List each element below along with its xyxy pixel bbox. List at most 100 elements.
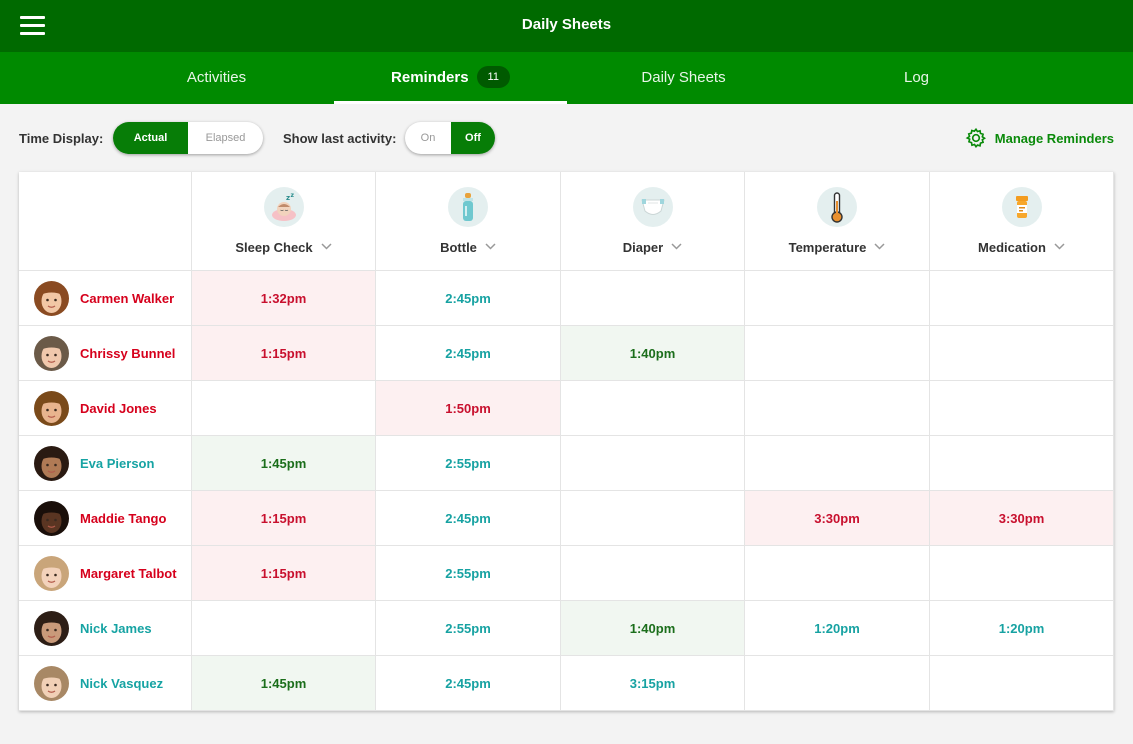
- reminder-cell-bottle[interactable]: 2:55pm: [376, 436, 561, 491]
- reminder-cell-diaper[interactable]: [561, 381, 745, 436]
- column-header-label: Medication: [930, 240, 1113, 255]
- last-activity-on-option[interactable]: On: [420, 132, 436, 144]
- last-activity-off-option[interactable]: Off: [451, 122, 495, 154]
- column-header-label: Bottle: [376, 240, 560, 255]
- child-name[interactable]: David Jones: [80, 401, 157, 416]
- chevron-down-icon[interactable]: [671, 243, 682, 250]
- reminder-cell-sleep-check[interactable]: 1:15pm: [192, 326, 376, 381]
- last-activity-label: Show last activity:: [283, 131, 397, 146]
- reminder-cell-bottle[interactable]: 2:45pm: [376, 491, 561, 546]
- svg-text:z: z: [286, 194, 290, 202]
- reminder-cell-bottle[interactable]: 2:45pm: [376, 326, 561, 381]
- reminder-cell-medication[interactable]: 3:30pm: [930, 491, 1114, 546]
- bottle-icon: [448, 187, 488, 227]
- reminder-cell-diaper[interactable]: 1:40pm: [561, 601, 745, 656]
- tab-daily-sheets[interactable]: Daily Sheets: [567, 52, 800, 104]
- tab-log[interactable]: Log: [800, 52, 1033, 104]
- reminder-cell-medication[interactable]: [930, 381, 1114, 436]
- reminder-cell-temperature[interactable]: 1:20pm: [745, 601, 930, 656]
- manage-reminders-button[interactable]: Manage Reminders: [965, 126, 1114, 150]
- reminder-cell-temperature[interactable]: 3:30pm: [745, 491, 930, 546]
- avatar[interactable]: [34, 391, 69, 426]
- menu-icon[interactable]: [20, 16, 45, 35]
- column-header-label: Diaper: [561, 240, 744, 255]
- reminder-cell-medication[interactable]: 1:20pm: [930, 601, 1114, 656]
- column-header-diaper[interactable]: Diaper: [561, 172, 745, 271]
- tab-label: Log: [903, 69, 930, 86]
- reminder-cell-sleep-check[interactable]: [192, 601, 376, 656]
- avatar[interactable]: [34, 336, 69, 371]
- child-row: Maddie Tango: [19, 491, 192, 546]
- child-name[interactable]: Chrissy Bunnel: [80, 346, 176, 361]
- avatar[interactable]: [34, 666, 69, 701]
- reminder-cell-diaper[interactable]: [561, 271, 745, 326]
- reminder-cell-sleep-check[interactable]: 1:15pm: [192, 491, 376, 546]
- chevron-down-icon[interactable]: [1054, 243, 1065, 250]
- column-label-text: Diaper: [622, 240, 664, 255]
- reminder-cell-sleep-check[interactable]: [192, 381, 376, 436]
- reminder-cell-temperature[interactable]: [745, 546, 930, 601]
- tab-reminders[interactable]: Reminders 11: [334, 52, 567, 104]
- reminder-cell-diaper[interactable]: [561, 491, 745, 546]
- diaper-icon: [632, 187, 673, 227]
- toolbar: Time Display: Actual Elapsed Show last ac…: [0, 104, 1133, 172]
- reminder-cell-bottle[interactable]: 2:45pm: [376, 271, 561, 326]
- reminder-cell-temperature[interactable]: [745, 656, 930, 711]
- child-row: Nick Vasquez: [19, 656, 192, 711]
- avatar[interactable]: [34, 556, 69, 591]
- avatar[interactable]: [34, 446, 69, 481]
- thermometer-icon: [817, 187, 857, 227]
- reminder-cell-medication[interactable]: [930, 436, 1114, 491]
- child-name[interactable]: Eva Pierson: [80, 456, 155, 471]
- reminder-cell-medication[interactable]: [930, 656, 1114, 711]
- reminder-cell-temperature[interactable]: [745, 436, 930, 491]
- column-header-sleep-check[interactable]: z z Sleep Check: [192, 172, 376, 271]
- reminder-cell-bottle[interactable]: 2:55pm: [376, 601, 561, 656]
- reminder-cell-diaper[interactable]: [561, 546, 745, 601]
- child-name[interactable]: Nick James: [80, 621, 152, 636]
- reminder-cell-diaper[interactable]: 3:15pm: [561, 656, 745, 711]
- child-row: Carmen Walker: [19, 271, 192, 326]
- avatar[interactable]: [34, 501, 69, 536]
- reminders-grid: z z Sleep Check Bottle Diaper Temperature Medi…: [19, 172, 1114, 711]
- reminder-cell-bottle[interactable]: 2:45pm: [376, 656, 561, 711]
- column-header-medication[interactable]: Medication: [930, 172, 1114, 271]
- tab-activities[interactable]: Activities: [100, 52, 333, 104]
- reminder-cell-temperature[interactable]: [745, 381, 930, 436]
- child-name[interactable]: Maddie Tango: [80, 511, 167, 526]
- reminder-cell-temperature[interactable]: [745, 271, 930, 326]
- reminder-cell-sleep-check[interactable]: 1:45pm: [192, 656, 376, 711]
- reminder-cell-bottle[interactable]: 1:50pm: [376, 381, 561, 436]
- child-name[interactable]: Nick Vasquez: [80, 676, 164, 691]
- app-header: Daily Sheets: [0, 0, 1133, 52]
- child-row: Eva Pierson: [19, 436, 192, 491]
- gear-icon: [965, 127, 986, 149]
- svg-text:z: z: [290, 192, 294, 199]
- column-header-bottle[interactable]: Bottle: [376, 172, 561, 271]
- tab-bar: Activities Reminders 11 Daily Sheets Log: [0, 52, 1133, 104]
- reminder-cell-medication[interactable]: [930, 271, 1114, 326]
- reminder-cell-sleep-check[interactable]: 1:32pm: [192, 271, 376, 326]
- time-display-elapsed-option[interactable]: Elapsed: [205, 132, 246, 144]
- child-name[interactable]: Margaret Talbot: [80, 566, 177, 581]
- tab-label: Reminders: [391, 69, 469, 86]
- tab-label: Activities: [186, 69, 247, 86]
- avatar[interactable]: [34, 611, 69, 646]
- chevron-down-icon[interactable]: [321, 243, 332, 250]
- reminder-cell-sleep-check[interactable]: 1:45pm: [192, 436, 376, 491]
- child-name[interactable]: Carmen Walker: [80, 291, 175, 306]
- reminder-cell-medication[interactable]: [930, 546, 1114, 601]
- chevron-down-icon[interactable]: [874, 243, 885, 250]
- reminder-cell-temperature[interactable]: [745, 326, 930, 381]
- chevron-down-icon[interactable]: [485, 243, 496, 250]
- reminder-cell-diaper[interactable]: 1:40pm: [561, 326, 745, 381]
- reminder-cell-diaper[interactable]: [561, 436, 745, 491]
- reminder-cell-sleep-check[interactable]: 1:15pm: [192, 546, 376, 601]
- column-label-text: Bottle: [440, 240, 477, 255]
- column-header-temperature[interactable]: Temperature: [745, 172, 930, 271]
- time-display-actual-option[interactable]: Actual: [113, 122, 188, 154]
- reminder-cell-bottle[interactable]: 2:55pm: [376, 546, 561, 601]
- child-row: Margaret Talbot: [19, 546, 192, 601]
- avatar[interactable]: [34, 281, 69, 316]
- reminder-cell-medication[interactable]: [930, 326, 1114, 381]
